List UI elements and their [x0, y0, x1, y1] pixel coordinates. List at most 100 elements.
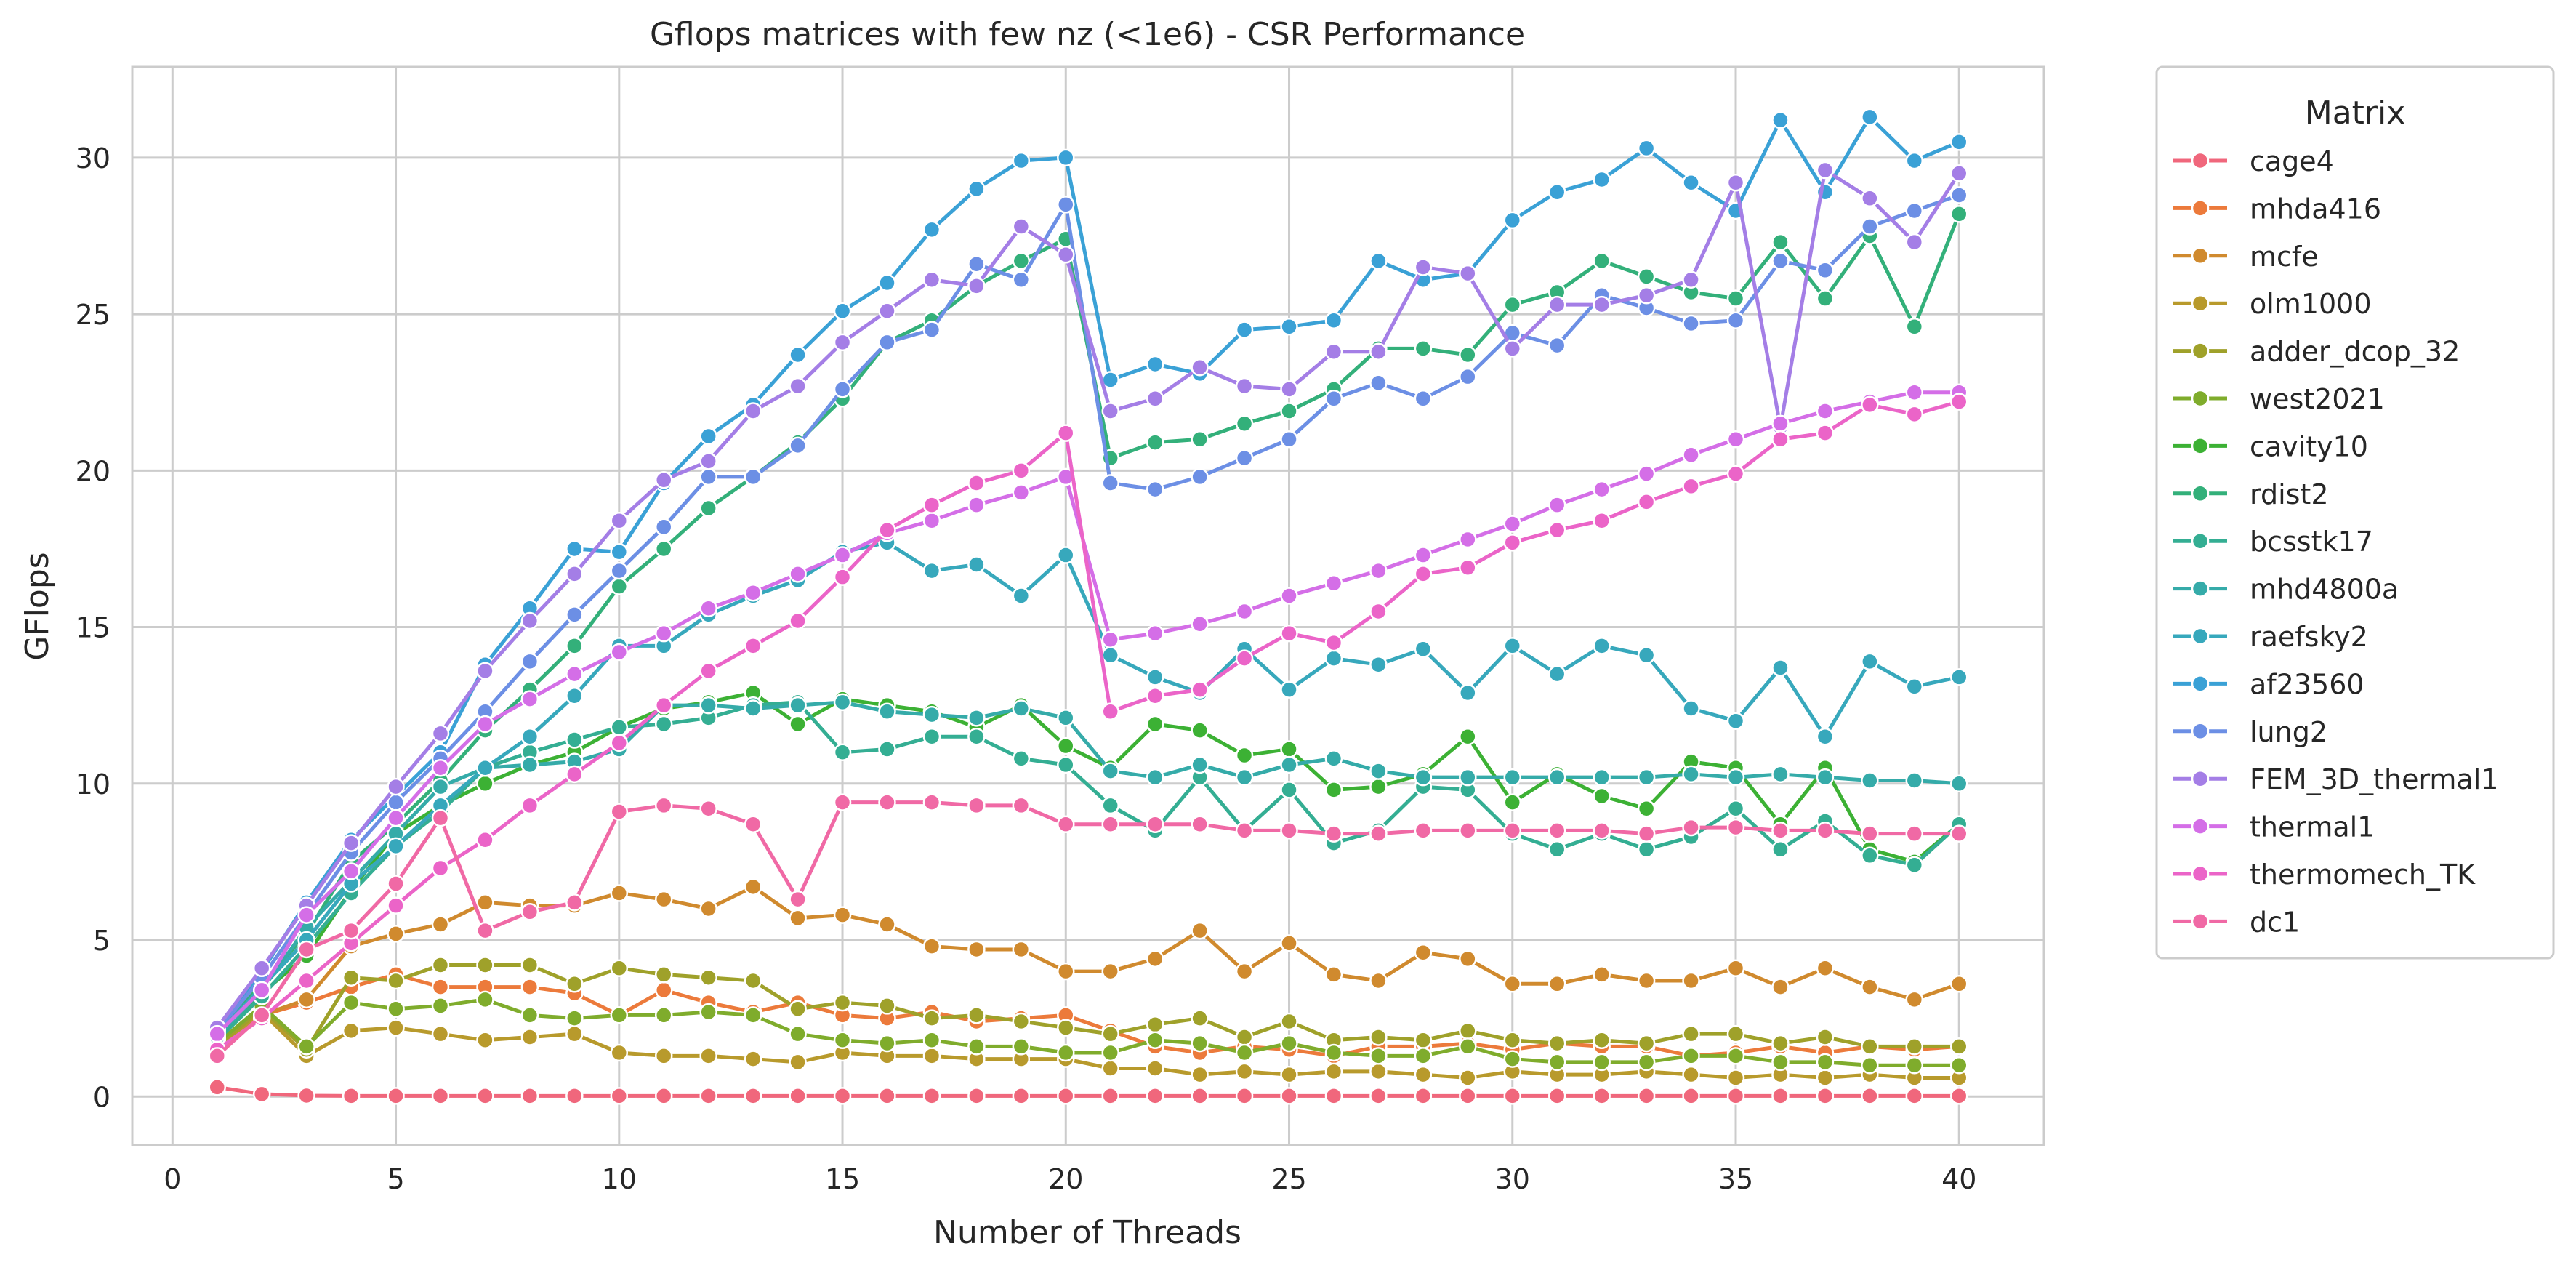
data-point: [610, 734, 629, 752]
data-point: [1771, 765, 1790, 784]
data-point: [967, 474, 986, 492]
data-point: [1146, 687, 1164, 705]
data-point: [1905, 201, 1924, 220]
data-point: [699, 499, 717, 518]
data-point: [1949, 1056, 1968, 1075]
data-point: [1547, 975, 1566, 993]
data-point: [252, 1085, 271, 1104]
data-point: [520, 727, 539, 746]
data-point: [610, 959, 629, 978]
series-olm1000: [208, 1003, 1968, 1087]
data-point: [1861, 652, 1879, 671]
data-point: [297, 971, 315, 990]
data-point: [565, 606, 584, 624]
legend-frame: [2155, 65, 2555, 960]
data-point: [1191, 1034, 1209, 1053]
series-line: [215, 115, 1960, 1029]
data-point: [297, 1086, 315, 1105]
data-point: [1816, 1087, 1835, 1105]
data-point: [1369, 342, 1388, 361]
data-point: [431, 1087, 450, 1105]
data-point: [1637, 465, 1656, 483]
data-point: [520, 796, 539, 815]
data-point: [431, 997, 450, 1015]
data-point: [1503, 1031, 1522, 1050]
data-point: [1101, 402, 1119, 420]
data-point: [699, 799, 717, 818]
data-point: [1324, 1062, 1343, 1081]
series-lines: [208, 108, 1968, 1105]
legend-marker: [2191, 246, 2210, 265]
data-point: [1726, 289, 1745, 308]
data-point: [1861, 108, 1879, 127]
data-point: [1682, 971, 1700, 990]
data-point: [1637, 840, 1656, 859]
data-point: [1861, 189, 1879, 208]
data-point: [520, 1028, 539, 1046]
data-point: [1012, 217, 1031, 236]
data-point: [520, 652, 539, 671]
data-point: [1235, 962, 1254, 981]
data-point: [1235, 414, 1254, 433]
data-point: [1682, 699, 1700, 718]
x-tick-label: 20: [1048, 1163, 1083, 1195]
legend-marker: [2191, 151, 2210, 170]
data-point: [1280, 1012, 1298, 1031]
y-tick-label: 20: [76, 455, 110, 487]
data-point: [565, 539, 584, 558]
data-point: [1771, 430, 1790, 449]
data-point: [1146, 390, 1164, 408]
data-point: [1012, 699, 1031, 718]
data-point: [1637, 286, 1656, 305]
legend-label: thermal1: [2250, 811, 2375, 843]
data-point: [1503, 295, 1522, 314]
data-point: [967, 709, 986, 727]
data-point: [1101, 1043, 1119, 1062]
data-point: [1771, 1087, 1790, 1105]
legend-marker: [2191, 531, 2210, 550]
data-point: [744, 815, 762, 834]
data-point: [1012, 151, 1031, 170]
data-point: [476, 759, 494, 777]
data-point: [922, 937, 941, 955]
data-point: [1057, 736, 1075, 755]
series-thermal1: [208, 383, 1968, 1043]
data-point: [565, 893, 584, 912]
data-point: [1414, 340, 1433, 358]
data-point: [1593, 1031, 1611, 1050]
series-line: [216, 972, 1960, 1058]
data-point: [789, 377, 807, 395]
data-point: [1459, 727, 1477, 746]
legend-marker: [2191, 579, 2210, 598]
data-point: [654, 624, 673, 643]
data-point: [610, 542, 629, 561]
data-point: [1459, 1069, 1477, 1087]
data-point: [1949, 774, 1968, 793]
data-point: [1057, 1019, 1075, 1037]
x-tick-label: 0: [164, 1163, 181, 1195]
legend-label: raefsky2: [2250, 621, 2368, 653]
data-point: [1682, 1024, 1700, 1043]
data-point: [1324, 342, 1343, 361]
data-point: [1057, 962, 1075, 981]
data-point: [1771, 1053, 1790, 1072]
data-point: [387, 971, 405, 990]
legend-label: mhda416: [2250, 193, 2381, 225]
data-point: [342, 968, 361, 987]
data-point: [699, 968, 717, 987]
legend-marker: [2191, 342, 2210, 360]
data-point: [1414, 565, 1433, 583]
data-point: [431, 978, 450, 996]
data-point: [654, 796, 673, 815]
legend-label: mhd4800a: [2250, 574, 2399, 606]
data-point: [1905, 678, 1924, 696]
data-point: [878, 302, 896, 321]
data-point: [1905, 383, 1924, 401]
data-point: [744, 1087, 762, 1105]
series-line: [216, 400, 1960, 1051]
data-point: [1637, 1087, 1656, 1105]
data-point: [967, 1006, 986, 1024]
data-point: [1101, 796, 1119, 815]
data-point: [1057, 1043, 1075, 1062]
data-point: [1547, 768, 1566, 787]
